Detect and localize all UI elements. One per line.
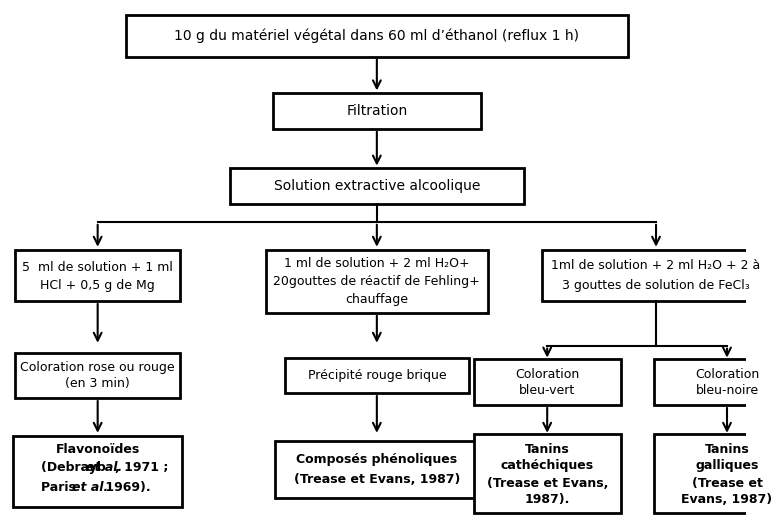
- Text: 1 ml de solution + 2 ml H₂O+: 1 ml de solution + 2 ml H₂O+: [284, 257, 469, 270]
- Text: (Trease et Evans,: (Trease et Evans,: [487, 476, 608, 490]
- Text: Composés phénoliques: Composés phénoliques: [296, 453, 458, 466]
- Text: et al.: et al.: [87, 461, 123, 474]
- Text: 10 g du matériel végétal dans 60 ml d’éthanol (reflux 1 h): 10 g du matériel végétal dans 60 ml d’ét…: [174, 29, 580, 43]
- Text: (en 3 min): (en 3 min): [66, 377, 130, 390]
- Bar: [126, 15, 628, 56]
- Text: Paris: Paris: [41, 481, 80, 494]
- Bar: [474, 434, 621, 513]
- Text: chauffage: chauffage: [345, 292, 408, 305]
- Bar: [13, 436, 182, 507]
- Bar: [15, 353, 180, 398]
- Text: Tanins: Tanins: [525, 443, 569, 456]
- Bar: [230, 168, 523, 204]
- Bar: [654, 359, 781, 405]
- Text: HCl + 0,5 g de Mg: HCl + 0,5 g de Mg: [41, 279, 155, 292]
- Bar: [15, 249, 180, 301]
- Text: (Trease et: (Trease et: [691, 476, 762, 490]
- Text: galliques: galliques: [695, 459, 758, 472]
- Bar: [275, 441, 479, 498]
- Text: Précipité rouge brique: Précipité rouge brique: [308, 369, 446, 382]
- Text: et al.: et al.: [72, 481, 109, 494]
- Text: 5  ml de solution + 1 ml: 5 ml de solution + 1 ml: [22, 261, 173, 274]
- Text: Evans, 1987): Evans, 1987): [682, 493, 772, 506]
- Text: , 1971 ;: , 1971 ;: [115, 461, 168, 474]
- Text: (Debrayb: (Debrayb: [41, 461, 110, 474]
- Text: Coloration: Coloration: [515, 368, 580, 381]
- Text: 1ml de solution + 2 ml H₂O + 2 à: 1ml de solution + 2 ml H₂O + 2 à: [551, 259, 761, 272]
- Text: cathéchiques: cathéchiques: [501, 459, 594, 472]
- Text: 3 gouttes de solution de FeCl₃: 3 gouttes de solution de FeCl₃: [562, 279, 750, 292]
- Text: Tanins: Tanins: [704, 443, 750, 456]
- Bar: [474, 359, 621, 405]
- Text: (Trease et Evans, 1987): (Trease et Evans, 1987): [294, 473, 460, 486]
- Text: Coloration: Coloration: [695, 368, 759, 381]
- Bar: [273, 93, 481, 129]
- Text: 20gouttes de réactif de Fehling+: 20gouttes de réactif de Fehling+: [273, 275, 480, 288]
- Text: Solution extractive alcoolique: Solution extractive alcoolique: [273, 179, 480, 194]
- Text: Coloration rose ou rouge: Coloration rose ou rouge: [20, 361, 175, 374]
- Bar: [266, 249, 488, 313]
- Bar: [543, 249, 769, 301]
- Text: Filtration: Filtration: [346, 104, 408, 118]
- Text: 1987).: 1987).: [525, 493, 570, 506]
- Text: bleu-noire: bleu-noire: [695, 384, 758, 396]
- Text: Flavonoïdes: Flavonoïdes: [55, 443, 140, 456]
- Text: bleu-vert: bleu-vert: [519, 384, 576, 396]
- Text: 1969).: 1969).: [101, 481, 150, 494]
- Bar: [284, 358, 469, 393]
- Bar: [654, 434, 781, 513]
